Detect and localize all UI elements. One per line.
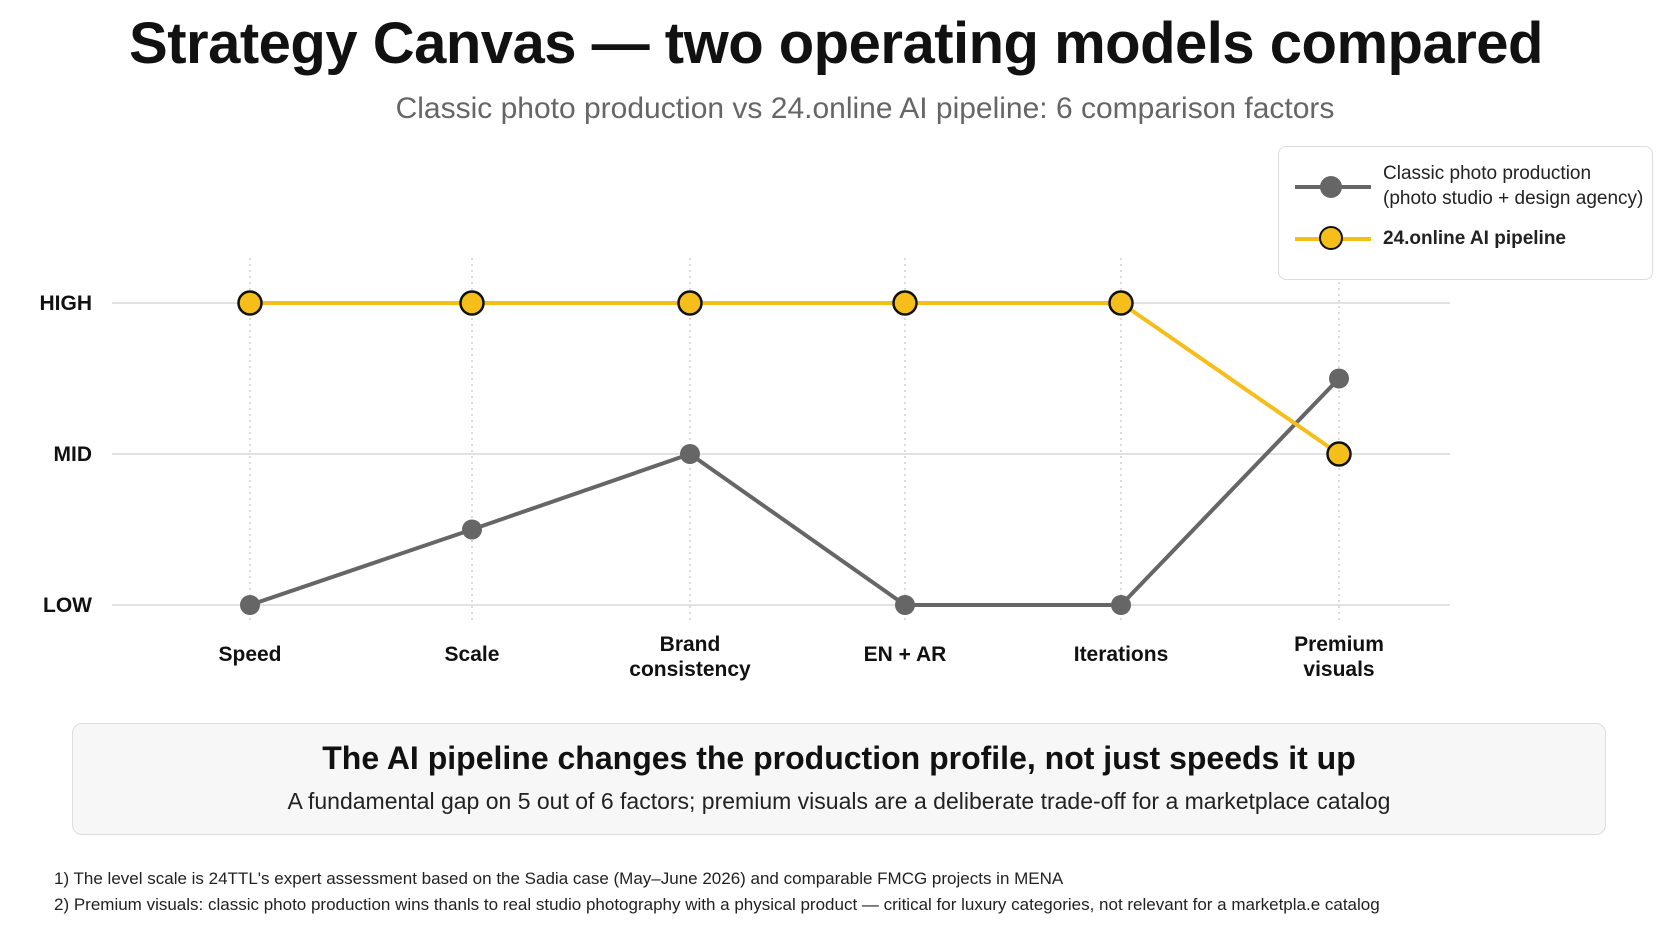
point-ai-3 (892, 290, 918, 316)
x-tick-label-4: Iterations (1074, 643, 1169, 666)
chart-legend: Classic photo production (photo studio +… (1278, 146, 1653, 280)
point-classic-1 (462, 519, 482, 540)
point-classic-3 (895, 595, 915, 615)
y-tick-label-mid: MID (54, 443, 93, 466)
legend-label-classic-line1: Classic photo production (1383, 163, 1592, 184)
point-classic-2 (680, 444, 700, 464)
x-tick-label-5-0: Premium (1294, 633, 1384, 656)
x-tick-label-1: Scale (445, 643, 500, 666)
legend-label-ai: 24.online AI pipeline (1383, 228, 1566, 249)
x-tick-label-5-1: visuals (1303, 658, 1374, 681)
series-line-classic (249, 377, 1341, 607)
y-tick-label-high: HIGH (40, 292, 93, 315)
callout-subline: A fundamental gap on 5 out of 6 factors;… (287, 788, 1391, 814)
footnote-2: 2) Premium visuals: classic photo produc… (54, 895, 1380, 914)
legend-marker-classic (1320, 176, 1342, 198)
page-subtitle: Classic photo production vs 24.online AI… (395, 92, 1335, 125)
x-tick-label-0: Speed (218, 643, 281, 666)
point-classic-4 (1111, 595, 1131, 615)
point-ai-0 (237, 290, 263, 316)
point-ai-2 (677, 290, 703, 316)
x-tick-label-2-1: consistency (629, 658, 751, 681)
y-tick-label-low: LOW (43, 594, 92, 617)
point-ai-4 (1108, 290, 1134, 316)
legend-label-classic: Classic photo production (photo studio +… (1383, 161, 1643, 211)
key-insight-callout: The AI pipeline changes the production p… (72, 723, 1606, 835)
x-tick-label-3: EN + AR (864, 643, 947, 666)
point-classic-5 (1329, 368, 1349, 389)
legend-label-classic-line2: (photo studio + design agency) (1383, 188, 1644, 209)
x-tick-label-2-0: Brand (660, 633, 721, 656)
legend-marker-ai (1319, 226, 1343, 250)
callout-headline: The AI pipeline changes the production p… (322, 740, 1356, 776)
point-classic-0 (240, 595, 260, 615)
point-ai-5 (1326, 441, 1352, 467)
footnote-1: 1) The level scale is 24TTL's expert ass… (54, 869, 1064, 888)
page-title: Strategy Canvas — two operating models c… (129, 11, 1543, 76)
series-line-ai (250, 301, 1341, 456)
point-ai-1 (459, 290, 485, 316)
